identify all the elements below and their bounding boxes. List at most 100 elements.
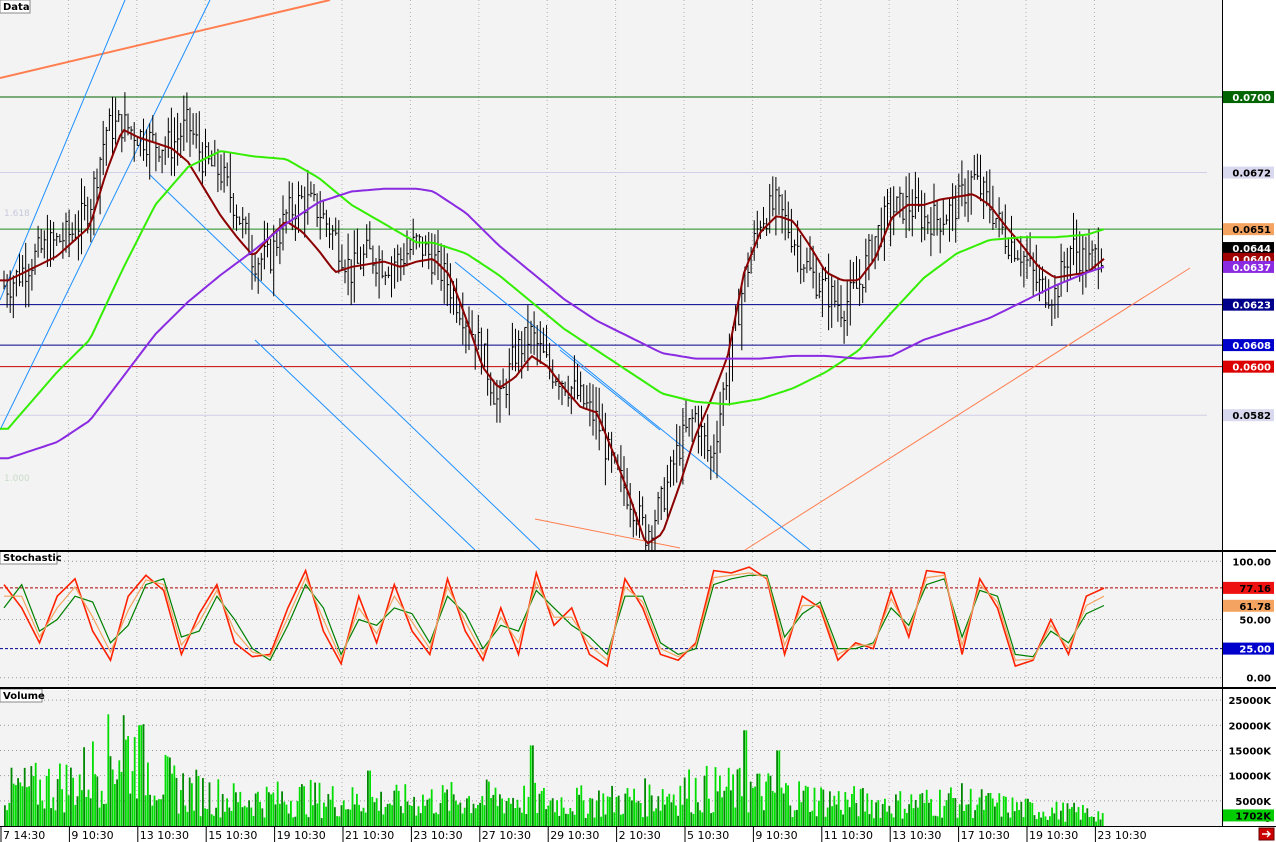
volume-bar: [879, 817, 882, 826]
volume-bar: [1046, 819, 1049, 826]
volume-bar: [796, 809, 798, 826]
time-axis-label: 19 10:30: [277, 829, 326, 842]
volume-bar: [439, 803, 442, 826]
volume-bar: [320, 818, 323, 826]
volume-bar: [558, 815, 561, 826]
volume-bar: [448, 810, 451, 826]
volume-bar: [408, 805, 411, 826]
volume-bar: [809, 811, 811, 826]
price-moving-averages: [0, 128, 1105, 545]
price-axis-label-tag: [1223, 360, 1274, 373]
volume-axis-label: 10000K: [1228, 772, 1272, 783]
volume-bar: [1079, 819, 1082, 826]
volume-bar: [644, 778, 646, 826]
volume-bar: [545, 809, 547, 826]
volume-bar: [780, 787, 783, 826]
volume-bar: [650, 795, 653, 826]
volume-bar: [800, 802, 803, 826]
volume-bar: [406, 801, 409, 826]
volume-bar: [972, 818, 974, 826]
volume-bar: [215, 807, 217, 826]
volume-bar: [23, 767, 26, 826]
time-axis-label: 7 14:30: [3, 829, 45, 842]
volume-bar: [4, 805, 6, 826]
volume-bar: [488, 781, 490, 826]
volume-bar: [252, 815, 255, 826]
volume-bar: [415, 815, 418, 826]
volume-bar: [1095, 821, 1097, 826]
volume-bar: [494, 787, 497, 826]
volume-bar: [626, 788, 629, 826]
volume-bar: [492, 794, 495, 826]
time-axis-label: 15 10:30: [208, 829, 257, 842]
price-bars: [3, 92, 1104, 564]
volume-bar: [1024, 798, 1027, 826]
volume-bar: [17, 778, 19, 826]
volume-panel: Volume: [0, 688, 1222, 826]
volume-bar: [490, 797, 492, 826]
volume-bar: [395, 784, 398, 826]
volume-bar: [958, 804, 961, 826]
volume-bar: [10, 767, 13, 826]
price-axis-label: 0.0600: [1232, 363, 1271, 374]
volume-bar: [125, 739, 127, 826]
volume-bar: [967, 804, 970, 826]
volume-bar: [985, 795, 987, 826]
volume-bar: [917, 807, 919, 826]
volume-bar: [369, 770, 371, 826]
volume-bar: [1051, 807, 1053, 826]
volume-bar: [109, 756, 112, 826]
volume-bar: [633, 788, 635, 826]
volume-bar: [287, 813, 290, 826]
time-axis-label: 27 10:30: [482, 829, 531, 842]
volume-bar: [532, 745, 534, 826]
stochastic-level-label-tag: [1223, 642, 1274, 655]
volume-bar: [664, 804, 666, 826]
volume-bar: [1040, 817, 1042, 826]
volume-bar: [461, 813, 464, 826]
volume-bar: [567, 814, 569, 826]
price-axis-label-tag: [1223, 260, 1274, 273]
volume-bar: [936, 816, 939, 826]
corner-button[interactable]: [1258, 827, 1275, 841]
volume-bar: [345, 809, 347, 826]
volume-bar: [538, 793, 541, 826]
volume-bar: [1038, 812, 1040, 826]
volume-bar: [554, 812, 556, 826]
volume-bar: [598, 790, 600, 826]
volume-bar: [1049, 816, 1051, 826]
volume-bar: [468, 796, 470, 826]
volume-bar: [569, 808, 572, 826]
volume-bar: [162, 794, 165, 826]
volume-bar: [338, 816, 341, 826]
volume-bar: [182, 773, 184, 826]
volume-bar: [730, 790, 732, 826]
volume-bar: [230, 810, 233, 826]
volume-bar: [228, 807, 231, 826]
time-axis-label: 5 10:30: [687, 829, 729, 842]
volume-bar: [276, 781, 279, 826]
volume-bar: [666, 796, 668, 826]
volume-bar: [114, 784, 116, 826]
volume-bar: [26, 787, 28, 826]
volume-bar: [613, 812, 616, 826]
volume-bar: [455, 800, 457, 826]
volume-bar: [37, 804, 39, 826]
volume-bar: [373, 802, 376, 826]
volume-bar: [822, 789, 825, 826]
volume-bar: [529, 745, 532, 826]
volume-bar: [536, 813, 539, 826]
volume-bar: [199, 816, 202, 826]
volume-bar: [1082, 805, 1084, 826]
volume-bar: [120, 771, 123, 826]
volume-bar: [235, 792, 237, 826]
trendline: [254, 339, 476, 551]
volume-bar: [771, 790, 774, 826]
volume-bar: [177, 813, 180, 826]
volume-bar: [59, 763, 61, 826]
price-axis-label: 0.0672: [1232, 169, 1271, 180]
volume-bar: [672, 794, 675, 826]
trendline: [0, 0, 331, 79]
volume-bar: [895, 794, 897, 826]
price-axis-label: 0.0651: [1232, 225, 1271, 236]
